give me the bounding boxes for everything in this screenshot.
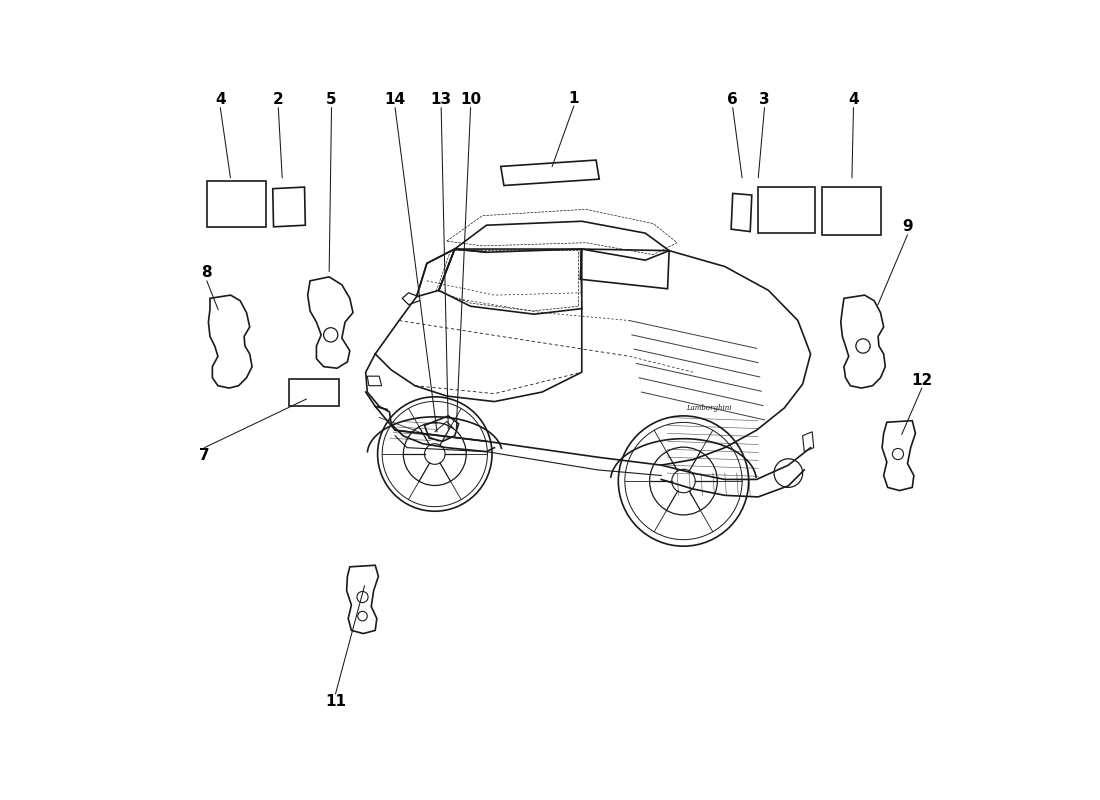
Text: 11: 11	[324, 694, 346, 710]
Text: 9: 9	[902, 219, 913, 234]
Bar	[822, 187, 881, 234]
Text: 12: 12	[911, 373, 933, 388]
Text: 5: 5	[327, 92, 337, 107]
Bar	[758, 187, 815, 233]
Bar	[289, 378, 339, 406]
Bar	[207, 181, 266, 227]
Text: 10: 10	[460, 92, 481, 107]
Text: Lamborghini: Lamborghini	[686, 404, 732, 412]
Text: 6: 6	[727, 92, 738, 107]
Text: 3: 3	[759, 92, 770, 107]
Text: 7: 7	[199, 448, 210, 463]
Text: 8: 8	[201, 266, 212, 280]
Text: 4: 4	[848, 92, 859, 107]
Text: 2: 2	[273, 92, 284, 107]
Text: 14: 14	[385, 92, 406, 107]
Text: 4: 4	[214, 92, 225, 107]
Text: 13: 13	[430, 92, 452, 107]
Text: 1: 1	[569, 90, 579, 106]
